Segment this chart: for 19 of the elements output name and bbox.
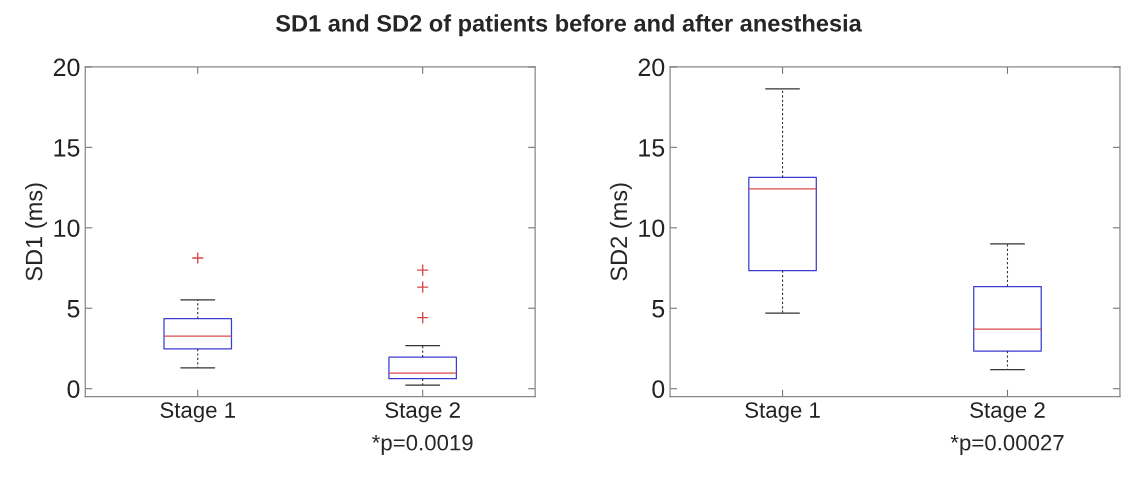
y-tick-label: 10	[54, 219, 80, 238]
y-tick-label: 0	[652, 380, 665, 398]
y-tick-label: 15	[54, 139, 80, 157]
x-tick-label: Stage 1	[745, 402, 820, 423]
x-tick-label: Stage 2	[385, 402, 460, 423]
y-axis-title: SD1 (ms)	[25, 183, 48, 281]
chart-title: SD1 and SD2 of patients before and after anesthesia	[275, 14, 862, 37]
text: *p=0.0019	[372, 434, 473, 455]
y-tick-label: 0	[67, 380, 80, 398]
y-tick-label: 10	[639, 219, 665, 238]
y-tick-label: 20	[638, 58, 665, 77]
x-tick-label: Stage 1	[160, 402, 235, 423]
y-tick-label: 5	[67, 300, 80, 318]
text: *p=0.00027	[950, 434, 1064, 455]
x-tick-label: Stage 2	[970, 402, 1045, 423]
y-tick-label: 20	[53, 58, 80, 77]
y-axis-title: SD2 (ms)	[609, 183, 632, 281]
y-tick-label: 5	[652, 300, 665, 318]
y-tick-label: 15	[639, 139, 665, 157]
